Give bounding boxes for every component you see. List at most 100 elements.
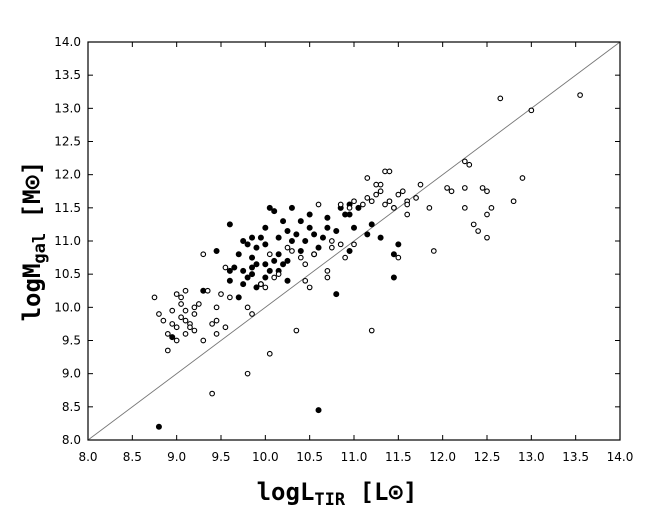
- filled-data-point: [244, 274, 251, 281]
- open-data-point: [222, 264, 229, 271]
- open-data-point: [413, 195, 419, 201]
- open-data-point: [461, 185, 468, 191]
- open-data-point: [293, 327, 300, 334]
- open-data-point: [173, 324, 180, 331]
- open-data-point: [484, 211, 490, 218]
- y-tick-label: 8.5: [62, 400, 81, 414]
- open-data-point: [484, 188, 490, 195]
- filled-data-point: [249, 264, 256, 271]
- open-data-point: [227, 294, 233, 301]
- filled-data-point: [275, 234, 282, 241]
- filled-data-point: [368, 221, 375, 228]
- filled-data-point: [253, 261, 260, 268]
- y-tick-label: 10.0: [54, 300, 81, 314]
- open-data-point: [395, 254, 402, 261]
- filled-data-point: [319, 234, 326, 241]
- open-data-point: [284, 244, 291, 251]
- filled-data-point: [377, 234, 384, 241]
- open-data-point: [497, 95, 504, 102]
- open-data-point: [244, 370, 251, 377]
- open-data-point: [466, 161, 473, 168]
- open-data-point: [200, 251, 207, 258]
- filled-data-point: [262, 261, 269, 268]
- open-data-point: [324, 268, 331, 274]
- open-data-point: [528, 107, 535, 114]
- open-data-point: [222, 324, 229, 331]
- open-data-point: [479, 185, 486, 191]
- x-tick-label: 10.0: [252, 450, 279, 464]
- open-data-point: [461, 158, 468, 165]
- open-data-point: [306, 284, 313, 291]
- open-data-point: [373, 191, 380, 198]
- open-data-point: [426, 204, 433, 211]
- data-points: [151, 92, 583, 430]
- x-tick-label: 13.5: [562, 450, 589, 464]
- filled-data-point: [288, 237, 295, 244]
- filled-data-point: [284, 228, 291, 235]
- filled-data-point: [311, 231, 318, 238]
- filled-data-point: [244, 241, 251, 248]
- filled-data-point: [266, 267, 273, 274]
- open-data-point: [342, 254, 348, 261]
- x-tick-label: 14.0: [607, 450, 634, 464]
- filled-data-point: [226, 267, 233, 274]
- open-data-point: [195, 301, 202, 307]
- open-data-point: [484, 234, 490, 241]
- filled-data-point: [302, 237, 309, 244]
- open-data-point: [266, 251, 273, 258]
- open-data-point: [470, 221, 477, 228]
- open-data-point: [519, 175, 526, 181]
- filled-data-point: [257, 234, 264, 241]
- open-data-point: [262, 284, 269, 291]
- open-data-point: [275, 271, 282, 278]
- axis-ticks: 8.0 8.5 9.0 9.5 10.0 10.5 11.0 11.5 12.0 12.5 13.0…: [54, 35, 633, 464]
- open-data-point: [182, 331, 189, 337]
- open-data-point: [337, 201, 344, 208]
- open-data-point: [249, 311, 255, 317]
- open-data-point: [461, 204, 468, 211]
- open-data-point: [351, 198, 357, 205]
- y-tick-label: 9.0: [62, 367, 81, 381]
- open-data-point: [360, 201, 366, 208]
- y-tick-label: 10.5: [54, 267, 81, 281]
- open-data-point: [328, 238, 335, 244]
- open-data-point: [182, 307, 189, 314]
- open-data-point: [204, 287, 211, 294]
- filled-data-point: [306, 224, 313, 231]
- filled-data-point: [395, 241, 402, 248]
- filled-data-point: [333, 228, 340, 235]
- filled-data-point: [213, 247, 220, 254]
- open-data-point: [156, 311, 162, 317]
- filled-data-point: [284, 257, 291, 264]
- open-data-point: [258, 281, 264, 287]
- open-data-point: [368, 198, 375, 205]
- open-data-point: [377, 188, 384, 195]
- filled-data-point: [293, 231, 300, 238]
- x-tick-label: 8.5: [123, 450, 142, 464]
- open-data-point: [182, 287, 189, 294]
- filled-data-point: [249, 234, 256, 241]
- open-data-point: [373, 181, 380, 188]
- open-data-point: [404, 211, 411, 218]
- open-data-point: [191, 311, 198, 317]
- open-data-point: [475, 228, 481, 234]
- open-data-point: [209, 321, 215, 327]
- filled-data-point: [280, 218, 287, 225]
- filled-data-point: [155, 423, 162, 430]
- filled-data-point: [324, 214, 331, 221]
- open-data-point: [328, 244, 335, 251]
- x-axis-title: logLTIR [L⊙]: [257, 478, 418, 510]
- filled-data-point: [253, 284, 260, 291]
- open-data-point: [577, 92, 583, 98]
- filled-data-point: [249, 271, 256, 278]
- filled-data-point: [262, 274, 269, 281]
- open-data-point: [444, 185, 450, 191]
- open-data-point: [160, 317, 167, 324]
- filled-data-point: [240, 267, 247, 274]
- filled-data-point: [235, 251, 242, 258]
- open-data-point: [213, 304, 220, 311]
- open-data-point: [187, 324, 193, 331]
- filled-data-point: [271, 208, 278, 215]
- filled-data-point: [324, 224, 331, 231]
- open-data-point: [271, 274, 278, 281]
